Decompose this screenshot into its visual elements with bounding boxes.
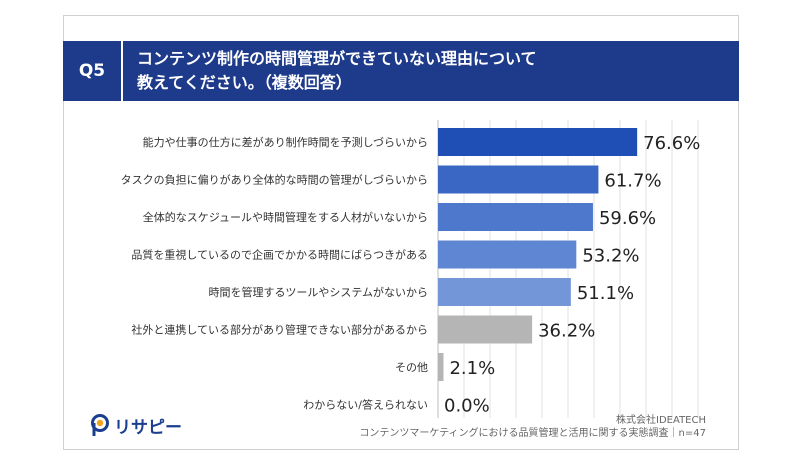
source-company: 株式会社IDEATECH: [616, 415, 706, 426]
source-survey: コンテンツマーケティングにおける品質管理と活用に関する実態調査｜n=47: [359, 428, 706, 439]
question-line-1: コンテンツ制作の時間管理ができていない理由について: [137, 49, 537, 68]
logo-mark-icon: [91, 413, 109, 436]
value-label: 53.2%: [582, 246, 639, 267]
question-badge: Q5: [63, 41, 121, 101]
bar: [438, 203, 593, 231]
category-label: 全体的なスケジュールや時間管理をする人材がいないから: [143, 210, 428, 224]
bar: [438, 128, 638, 156]
bar: [438, 278, 571, 306]
category-label: タスクの負担に偏りがあり全体的な時間の管理がしづらいから: [121, 173, 428, 187]
category-label: わからない/答えられない: [303, 398, 428, 412]
value-label: 36.2%: [538, 321, 595, 342]
bar: [438, 240, 577, 269]
question-number: Q5: [78, 61, 106, 81]
source-note: 株式会社IDEATECH コンテンツマーケティングにおける品質管理と活用に関する…: [359, 414, 706, 440]
logo-text: リサピー: [114, 418, 182, 438]
category-label: 品質を重視しているので企画でかかる時間にばらつきがある: [131, 248, 428, 262]
question-header: コンテンツ制作の時間管理ができていない理由について 教えてください。（複数回答）: [123, 41, 739, 101]
value-label: 2.1%: [449, 358, 495, 379]
value-label: 61.7%: [604, 171, 661, 192]
category-label: その他: [395, 361, 428, 374]
category-label: 時間を管理するツールやシステムがないから: [209, 285, 428, 299]
category-label: 能力や仕事の仕方に差があり制作時間を予測しづらいから: [143, 135, 428, 149]
value-label: 51.1%: [577, 283, 634, 304]
question-line-2: 教えてください。（複数回答）: [137, 73, 352, 92]
risapi-logo: リサピー: [90, 413, 182, 438]
value-label: 0.0%: [444, 396, 490, 417]
bar: [438, 315, 533, 344]
value-label: 59.6%: [599, 208, 656, 229]
category-label: 社外と連携している部分があり管理できない部分があるから: [131, 323, 428, 337]
bar: [438, 353, 444, 381]
bar: [438, 165, 599, 194]
value-label: 76.6%: [643, 133, 700, 154]
